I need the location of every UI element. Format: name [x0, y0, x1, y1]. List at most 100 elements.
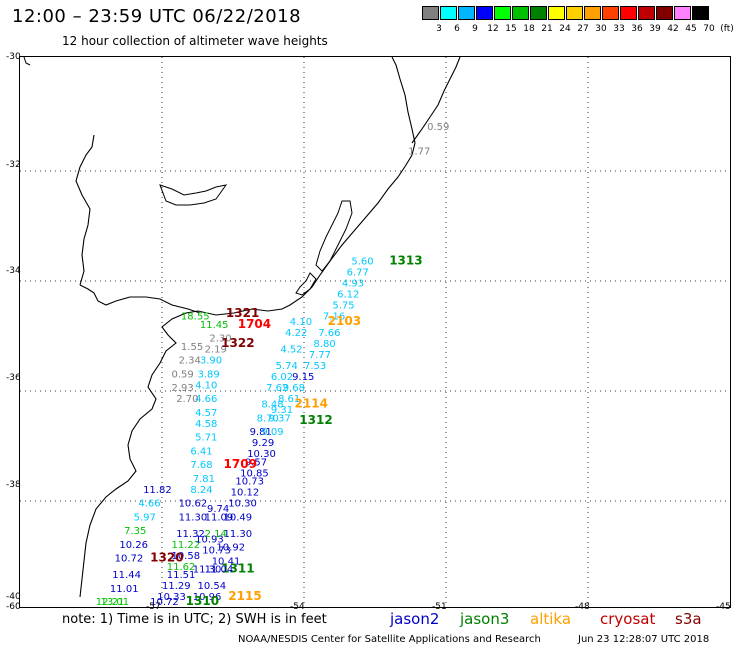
- wave-height-value: 8.70: [257, 413, 279, 424]
- wave-height-value: 6.02: [271, 372, 293, 383]
- lon-label-57: -57: [146, 602, 161, 612]
- map-title: 12:00 – 23:59 UTC 06/22/2018: [12, 6, 302, 27]
- wave-height-value: 8.48: [261, 400, 283, 411]
- pass-time-label: 1313: [389, 254, 422, 268]
- wave-height-value: 10.41: [212, 556, 241, 567]
- wave-height-value: 11.01: [110, 584, 139, 595]
- wave-height-value: 6.77: [347, 268, 369, 279]
- color-scale-label: 24: [559, 24, 571, 34]
- color-scale-swatch: [476, 6, 493, 20]
- wave-height-value: 2.19: [205, 345, 227, 356]
- wave-height-value: 10.33: [157, 592, 186, 603]
- wave-height-value: 7.16: [323, 312, 345, 323]
- wave-height-value: 7.81: [193, 474, 215, 485]
- wave-height-value: 10.85: [240, 468, 269, 479]
- wave-height-value: 10.58: [171, 551, 200, 562]
- legend-altika: altika: [530, 610, 572, 628]
- wave-height-value: 1.55: [181, 342, 203, 353]
- wave-height-value: 5.97: [134, 512, 156, 523]
- lat-label-38: -38: [6, 480, 21, 490]
- lon-label-48: -48: [575, 602, 590, 612]
- wave-height-value: 10.73: [202, 545, 231, 556]
- pass-time-label: 1709: [224, 457, 257, 471]
- wave-height-value: 10.49: [224, 512, 253, 523]
- wave-height-value: 11.45: [200, 320, 229, 331]
- wave-height-value: 18.55: [181, 312, 210, 323]
- wave-height-value: 10.73: [235, 477, 264, 488]
- wave-height-value: 11.09: [205, 512, 234, 523]
- wave-height-color-scale: 3 6 9 12 15 18 21 24 27 30 33 36 39 42 45 70 (ft): [422, 6, 734, 36]
- pass-time-label: 2114: [295, 397, 328, 411]
- wave-height-value: 9.74: [207, 504, 229, 515]
- color-scale-swatch: [638, 6, 655, 20]
- wave-height-value: 9.29: [252, 438, 274, 449]
- wave-height-value: 4.93: [342, 279, 364, 290]
- lat-label-40: -40: [6, 592, 21, 602]
- lagoa-dos-patos: [315, 200, 353, 272]
- color-scale-swatch: [458, 6, 475, 20]
- wave-height-value: 10.12: [231, 488, 260, 499]
- wave-height-value: 9.09: [261, 427, 283, 438]
- pass-time-label: 1322: [221, 336, 254, 350]
- pass-time-label: 2103: [328, 314, 361, 328]
- wave-height-value: 5.74: [276, 361, 298, 372]
- wave-height-value: 0.59: [427, 122, 449, 133]
- color-scale-label: 70: [703, 24, 715, 34]
- coastline-marker: [23, 57, 31, 66]
- coastal-islands: [159, 184, 228, 206]
- coastline-north-east: [411, 57, 461, 144]
- wave-height-value: 11.32: [176, 529, 205, 540]
- wave-height-value: 7.53: [304, 361, 326, 372]
- wave-height-value: 4.22: [285, 328, 307, 339]
- legend-s3a: s3a: [675, 610, 702, 628]
- wave-height-value: 4.66: [195, 394, 217, 405]
- pass-time-label: 1704: [238, 317, 271, 331]
- wave-height-value: 11.62: [167, 562, 196, 573]
- wave-height-value: 12.21: [96, 597, 125, 607]
- color-scale-label: 42: [667, 24, 679, 34]
- color-scale-swatch: [692, 6, 709, 20]
- wave-height-value: 4.10: [290, 317, 312, 328]
- wave-height-labels: 0.59 1.77 5.60 1313 6.774.936.125.757.162103…: [96, 122, 450, 607]
- wave-height-value: 11.29: [162, 581, 191, 592]
- wave-height-value: 9.31: [271, 405, 293, 416]
- color-scale-swatch: [440, 6, 457, 20]
- wave-height-value: 3.90: [200, 356, 222, 367]
- wave-height-value: 4.10: [195, 380, 217, 391]
- lat-label-32: -32: [6, 160, 21, 170]
- wave-height-value: 6.12: [337, 290, 359, 301]
- generated-timestamp: Jun 23 12:28:07 UTC 2018: [578, 634, 710, 645]
- color-scale-swatch: [602, 6, 619, 20]
- pass-time-label: 1310: [186, 594, 219, 607]
- altimeter-map: 0.59 1.77 5.60 1313 6.774.936.125.757.162103…: [20, 57, 730, 607]
- lon-label-54: -54: [290, 602, 305, 612]
- wave-height-value: 7.68: [190, 460, 212, 471]
- wave-height-value: 2.70: [176, 394, 198, 405]
- map-frame: 0.59 1.77 5.60 1313 6.77 4.93 6.12 5.75 7.16 2103…: [19, 56, 731, 608]
- color-scale-label: 9: [472, 24, 478, 34]
- color-scale-swatch: [512, 6, 529, 20]
- wave-height-value: 2.34: [179, 356, 201, 367]
- wave-height-value: 9.15: [292, 372, 314, 383]
- color-scale-swatch: [548, 6, 565, 20]
- color-scale-label: 15: [505, 24, 517, 34]
- wave-height-value: 11.22: [171, 540, 200, 551]
- wave-height-value: 9.81: [250, 427, 272, 438]
- wave-height-value: 4.57: [195, 408, 217, 419]
- color-scale-swatch: [620, 6, 637, 20]
- wave-height-value: 7.77: [309, 350, 331, 361]
- wave-height-value: 10.72: [150, 597, 179, 607]
- color-scale-swatch: [674, 6, 691, 20]
- lagoa-mirim: [295, 272, 317, 296]
- footer-note: note: 1) Time is in UTC; 2) SWH is in fe…: [62, 612, 327, 627]
- coastline-rio-de-la-plata-north: [79, 284, 201, 314]
- color-scale-swatch: [656, 6, 673, 20]
- wave-height-value: 11.51: [167, 570, 196, 581]
- wave-height-value: 4.58: [195, 419, 217, 430]
- wave-height-value: 8.24: [190, 485, 212, 496]
- lat-label-36: -36: [6, 373, 21, 383]
- coastline-south-america: [79, 57, 416, 598]
- color-scale-label: 39: [649, 24, 661, 34]
- pass-time-label: 1320: [150, 551, 183, 565]
- credit-line: NOAA/NESDIS Center for Satellite Applica…: [238, 634, 541, 645]
